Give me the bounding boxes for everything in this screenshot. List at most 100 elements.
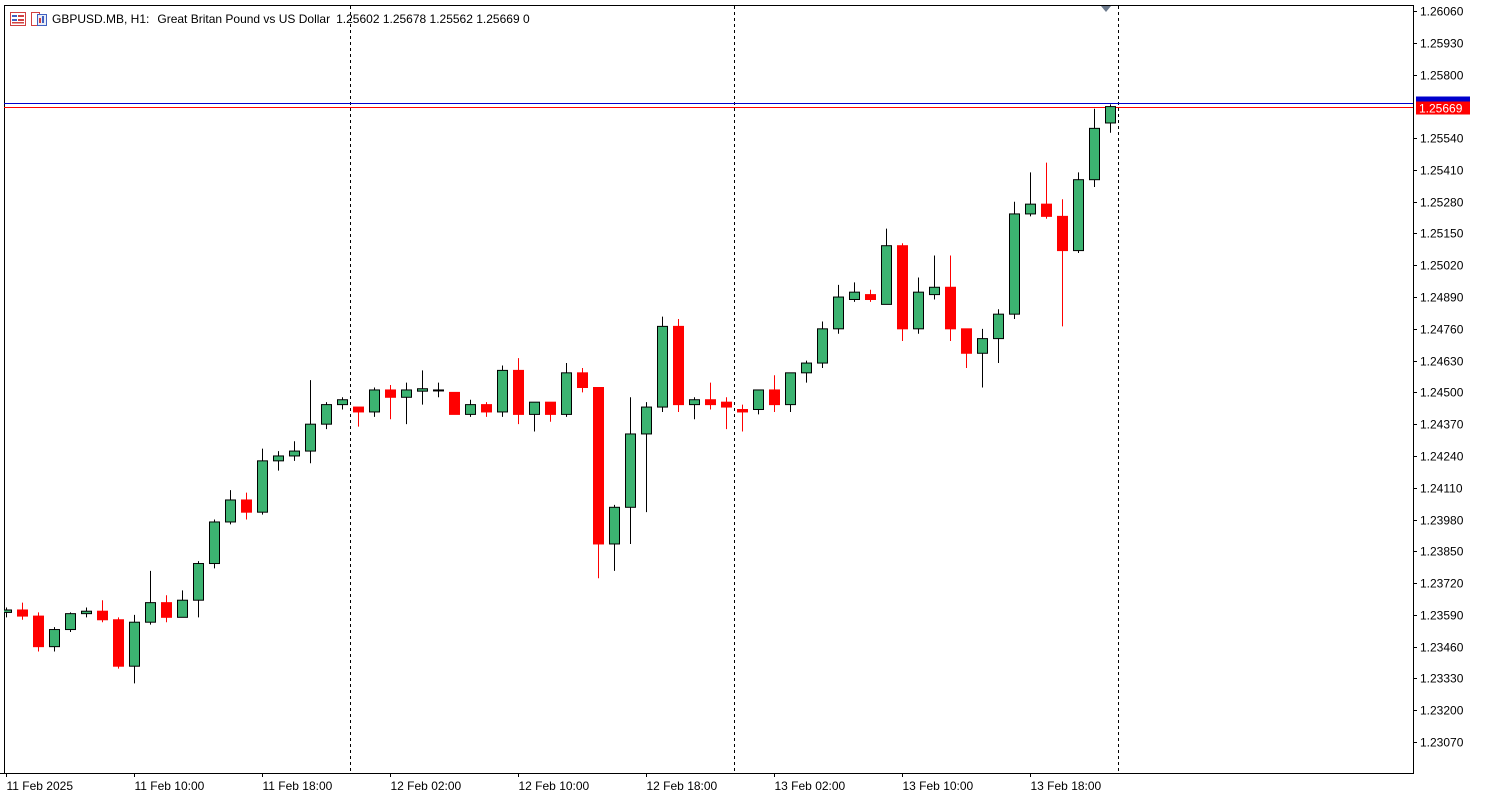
candle-body-bear <box>721 401 732 408</box>
candle-body-bull <box>993 313 1004 340</box>
candle-body-bear <box>705 399 716 406</box>
candle-body-bear <box>449 391 460 415</box>
y-axis-tick-label: 1.25800 <box>1420 69 1464 83</box>
bid-price-tag <box>1416 101 1470 115</box>
x-axis-tick-label: 12 Feb 02:00 <box>391 779 462 793</box>
y-axis-tick-label: 1.24760 <box>1420 323 1464 337</box>
y-axis-tick-label: 1.25280 <box>1420 196 1464 210</box>
candle-body-bull <box>561 372 572 415</box>
candle-body-bull <box>225 499 236 523</box>
candle-body-bear <box>897 245 908 330</box>
candle-body-bull <box>977 338 988 354</box>
candle-body-bear <box>33 615 44 648</box>
x-axis-tick-label: 11 Feb 2025 <box>7 779 74 793</box>
y-axis-tick-label: 1.23200 <box>1420 704 1464 718</box>
x-axis-tick-label: 11 Feb 10:00 <box>135 779 205 793</box>
candle-body-bull <box>81 610 92 615</box>
candle-body-bull <box>1089 127 1100 181</box>
candle-body-bull <box>689 399 700 406</box>
candle-body-bull <box>193 563 204 601</box>
y-axis-tick-label: 1.23330 <box>1420 672 1464 686</box>
candle-body-bear <box>385 389 396 398</box>
candle-body-bear <box>97 610 108 621</box>
y-axis-tick-label: 1.25410 <box>1420 164 1464 178</box>
candle-body-bull <box>929 286 940 296</box>
y-axis-tick-label: 1.23590 <box>1420 609 1464 623</box>
candle-body-bull <box>177 599 188 618</box>
y-axis-tick-label: 1.26060 <box>1420 5 1464 19</box>
y-axis-tick-label: 1.25150 <box>1420 227 1464 241</box>
ohlc-values: 1.25602 1.25678 1.25562 1.25669 0 <box>336 12 530 26</box>
candle-body-bull <box>913 291 924 330</box>
candle-body-bull <box>209 521 220 565</box>
x-axis-tick-label: 13 Feb 10:00 <box>903 779 974 793</box>
candle-body-bull <box>1105 106 1116 124</box>
chart-window-icon[interactable] <box>31 12 47 26</box>
candle-body-bear <box>17 609 28 617</box>
candle-body-bull <box>1073 179 1084 252</box>
candle-body-bull <box>817 328 828 364</box>
candle-body-bull <box>289 450 300 457</box>
candle-body-bull <box>257 460 268 513</box>
candle-body-bull <box>1009 213 1020 315</box>
y-axis-tick-label: 1.24370 <box>1420 418 1464 432</box>
x-axis-tick-label: 12 Feb 18:00 <box>647 779 718 793</box>
candle-body-bear <box>673 325 684 406</box>
candle-body-bear <box>945 286 956 330</box>
candle-body-bull <box>273 455 284 462</box>
candle-body-bear <box>1041 203 1052 217</box>
candle-body-bull <box>1025 203 1036 215</box>
candle-body-bear <box>241 499 252 513</box>
y-axis-tick-label: 1.24890 <box>1420 291 1464 305</box>
y-axis-tick-label: 1.23070 <box>1420 736 1464 750</box>
y-axis-tick-label: 1.24110 <box>1420 482 1463 496</box>
symbol-timeframe: GBPUSD.MB, H1: <box>52 12 150 26</box>
y-axis-tick-label: 1.23720 <box>1420 577 1464 591</box>
candle-body-bear <box>1057 215 1068 252</box>
y-axis-tick-label: 1.24630 <box>1420 355 1464 369</box>
candle-body-bull <box>625 433 636 508</box>
y-axis-tick-label: 1.23980 <box>1420 514 1464 528</box>
candle-body-bull <box>129 621 140 667</box>
candle-body-bear <box>577 372 588 389</box>
candle-body-bull <box>401 389 412 398</box>
candle-body-bull <box>337 399 348 406</box>
candle-body-bull <box>49 629 60 648</box>
candle-body-bull <box>849 291 860 300</box>
candle-body-bull <box>753 389 764 411</box>
candle-body-bear <box>353 406 364 413</box>
candle-body-bull <box>833 296 844 330</box>
candle-body-bear <box>593 387 604 545</box>
candle-body-bull <box>145 602 156 623</box>
candle-body-bull <box>801 362 812 374</box>
candle-body-bull <box>497 369 508 413</box>
y-axis-tick-label: 1.23460 <box>1420 641 1464 655</box>
plot-area[interactable] <box>4 5 1414 774</box>
y-axis-tick-label: 1.23850 <box>1420 545 1464 559</box>
y-axis-tick-label: 1.24240 <box>1420 450 1464 464</box>
candle-body-bull <box>657 325 668 408</box>
candle-body-bull <box>65 613 76 631</box>
candle-body-bull <box>369 389 380 413</box>
y-axis-tick-label: 1.25020 <box>1420 259 1464 273</box>
chart-list-icon[interactable] <box>10 12 26 26</box>
candle-body-bull <box>321 404 332 425</box>
candle-body-bull <box>465 404 476 415</box>
candle-body-bear <box>481 404 492 413</box>
candle-body-bull <box>305 423 316 452</box>
candle-body-bull <box>529 401 540 415</box>
candle-body-bull <box>785 372 796 406</box>
candle-body-bull <box>433 389 444 392</box>
candle-body-bull <box>881 245 892 305</box>
candle-body-bear <box>865 294 876 300</box>
chart-header: GBPUSD.MB, H1: Great Britan Pound vs US … <box>10 10 530 28</box>
candle-body-bull <box>641 406 652 435</box>
candle-body-bull <box>609 506 620 545</box>
candle-body-bear <box>161 602 172 618</box>
y-axis-tick-label: 1.25540 <box>1420 132 1464 146</box>
symbol-description: Great Britan Pound vs US Dollar <box>157 12 331 26</box>
y-axis-tick-label: 1.24500 <box>1420 386 1464 400</box>
chart-shift-marker[interactable] <box>1101 6 1111 12</box>
